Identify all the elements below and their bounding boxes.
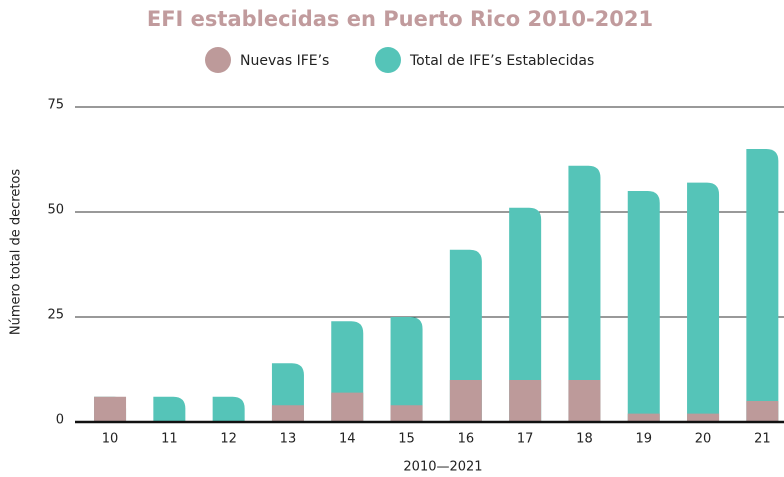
chart-title: EFI establecidas en Puerto Rico 2010-202… [147,7,653,31]
y-tick-label: 25 [47,308,64,323]
bar [568,165,601,423]
bar [153,396,186,422]
x-tick-label: 13 [280,432,297,447]
legend-swatch [205,47,231,73]
bar [94,396,127,422]
x-tick-label: 16 [458,432,475,447]
x-tick-label: 12 [220,432,237,447]
bar [212,396,245,422]
x-tick-label: 18 [576,432,593,447]
legend-swatch [375,47,401,73]
bar [627,191,660,422]
y-tick-label: 50 [47,203,64,218]
bar [390,405,423,422]
bar [449,249,482,422]
bar [449,380,482,422]
legend-label: Total de IFE’s Establecidas [409,53,594,69]
bar [746,401,779,422]
bar [687,413,720,422]
bar [627,413,660,422]
bar [509,380,542,422]
y-axis-label: Número total de decretos [9,169,24,336]
bar [271,405,304,422]
x-tick-label: 21 [754,432,771,447]
x-tick-label: 10 [102,432,119,447]
bar [509,207,542,422]
legend-label: Nuevas IFE’s [240,53,329,69]
x-tick-label: 20 [695,432,712,447]
x-tick-label: 19 [635,432,652,447]
x-tick-label: 15 [398,432,415,447]
y-tick-label: 75 [47,98,64,113]
x-axis-label: 2010—2021 [403,460,482,475]
bar [687,182,720,422]
bar [331,392,364,422]
x-tick-label: 11 [161,432,178,447]
x-tick-label: 17 [517,432,534,447]
y-tick-label: 0 [56,413,64,428]
x-tick-label: 14 [339,432,356,447]
bar [568,380,601,422]
bar [746,149,779,422]
bar [390,317,423,422]
